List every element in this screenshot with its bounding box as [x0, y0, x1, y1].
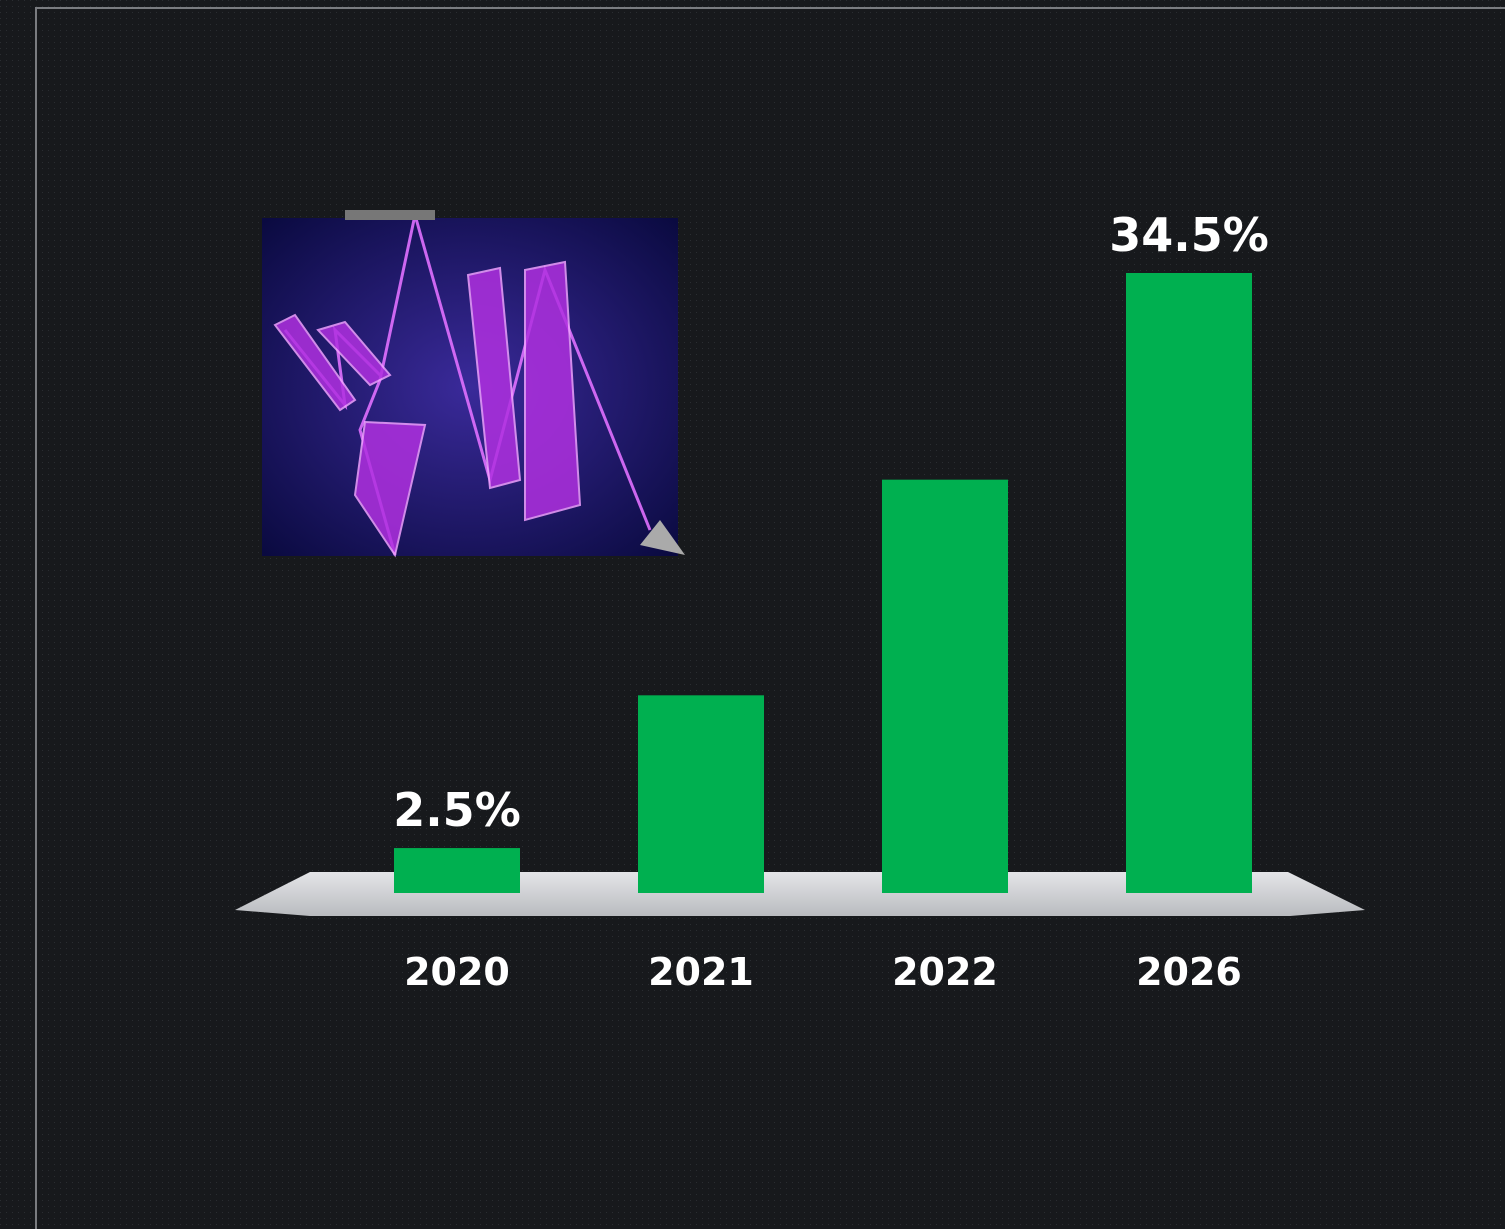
x-tick-label: 2020 — [404, 950, 510, 994]
value-label: 2.5% — [393, 783, 521, 837]
bar — [1126, 273, 1252, 893]
illustration — [262, 210, 685, 558]
frame — [35, 7, 1505, 1229]
bar — [882, 479, 1008, 893]
x-tick-label: 2021 — [648, 950, 754, 994]
x-tick-label: 2026 — [1136, 950, 1242, 994]
bar — [638, 695, 764, 893]
x-tick-label: 2022 — [892, 950, 998, 994]
value-label: 34.5% — [1109, 208, 1269, 262]
bar — [394, 848, 520, 893]
